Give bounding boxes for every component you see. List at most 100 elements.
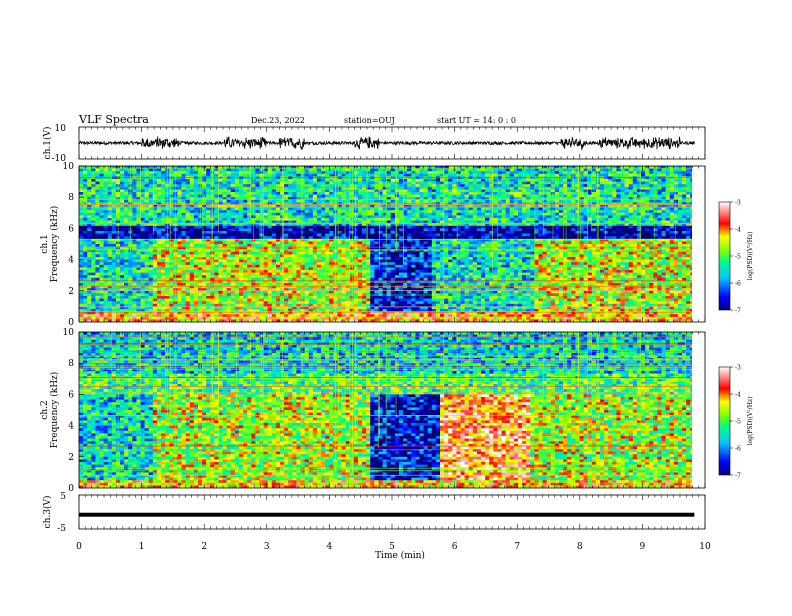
spectrogram-cell: [399, 278, 403, 281]
spectrogram-cell: [227, 278, 231, 281]
spectrogram-cell: [264, 228, 268, 231]
spectrogram-cell: [145, 234, 149, 237]
spectrogram-cell: [161, 273, 165, 276]
spectrogram-cell: [145, 286, 149, 289]
spectrogram-cell: [91, 234, 95, 237]
spectrogram-cell: [132, 213, 136, 216]
spectrogram-cell: [235, 239, 239, 242]
spectrogram-cell: [112, 254, 116, 257]
spectrogram-cell: [95, 283, 99, 286]
spectrogram-cell: [91, 200, 95, 203]
spectrogram-cell: [194, 283, 198, 286]
spectrogram-cell: [309, 286, 313, 289]
spectrogram-cell: [280, 291, 284, 294]
spectrogram-cell: [231, 197, 235, 200]
spectrogram-cell: [317, 218, 321, 221]
spectrogram-cell: [239, 283, 243, 286]
spectrogram-cell: [255, 296, 259, 299]
spectrogram-cell: [235, 244, 239, 247]
spectrogram-cell: [329, 278, 333, 281]
spectrogram-cell: [214, 270, 218, 273]
spectrogram-cell: [214, 254, 218, 257]
spectrogram-cell: [268, 252, 272, 255]
spectrogram-cell: [79, 270, 83, 273]
spectrogram-cell: [399, 169, 403, 172]
spectrogram-cell: [112, 244, 116, 247]
spectrogram-cell: [325, 275, 329, 278]
spectrogram-cell: [218, 208, 222, 211]
spectrogram-cell: [395, 270, 399, 273]
spectrogram-cell: [104, 257, 108, 260]
spectrogram-cell: [235, 189, 239, 192]
spectrogram-cell: [227, 213, 231, 216]
spectrogram-cell: [194, 200, 198, 203]
spectrogram-cell: [87, 215, 91, 218]
spectrogram-cell: [272, 299, 276, 302]
spectrogram-cell: [149, 299, 153, 302]
spectrogram-cell: [231, 241, 235, 244]
spectrogram-cell: [333, 205, 337, 208]
spectrogram-cell: [218, 265, 222, 268]
spectrogram-cell: [198, 241, 202, 244]
spectrogram-cell: [243, 182, 247, 185]
spectrogram-cell: [108, 254, 112, 257]
spectrogram-cell: [186, 286, 190, 289]
spectrogram-cell: [186, 265, 190, 268]
spectrogram-cell: [210, 267, 214, 270]
spectrogram-cell: [313, 184, 317, 187]
spectrogram-cell: [276, 169, 280, 172]
spectrogram-cell: [198, 234, 202, 237]
spectrogram-cell: [223, 254, 227, 257]
spectrogram-cell: [198, 304, 202, 307]
spectrogram-cell: [231, 299, 235, 302]
spectrogram-cell: [325, 200, 329, 203]
spectrogram-cell: [161, 244, 165, 247]
spectrogram-cell: [362, 200, 366, 203]
spectrogram-cell: [177, 241, 181, 244]
spectrogram-cell: [83, 236, 87, 239]
spectrogram-cell: [362, 210, 366, 213]
spectrogram-cell: [141, 215, 145, 218]
spectrogram-cell: [231, 278, 235, 281]
spectrogram-cell: [391, 182, 395, 185]
spectrogram-cell: [198, 226, 202, 229]
spectrogram-cell: [214, 291, 218, 294]
spectrogram-cell: [255, 184, 259, 187]
spectrogram-cell: [288, 231, 292, 234]
spectrogram-cell: [145, 257, 149, 260]
spectrogram-cell: [79, 262, 83, 265]
spectrogram-cell: [218, 275, 222, 278]
spectrogram-cell: [292, 208, 296, 211]
spectrogram-cell: [354, 239, 358, 242]
spectrogram-cell: [391, 304, 395, 307]
spectrogram-cell: [91, 252, 95, 255]
spectrogram-cell: [153, 314, 157, 317]
spectrogram-cell: [354, 296, 358, 299]
spectrogram-cell: [186, 215, 190, 218]
spectrogram-cell: [387, 215, 391, 218]
spectrogram-cell: [214, 304, 218, 307]
spectrogram-cell: [317, 267, 321, 270]
spectrogram-cell: [79, 171, 83, 174]
spectrogram-cell: [395, 252, 399, 255]
spectrogram-cell: [358, 182, 362, 185]
spectrogram-cell: [218, 273, 222, 276]
spectrogram-cell: [124, 270, 128, 273]
spectrogram-cell: [268, 236, 272, 239]
spectrogram-cell: [280, 286, 284, 289]
spectrogram-cell: [362, 231, 366, 234]
spectrogram-cell: [255, 215, 259, 218]
spectrogram-cell: [309, 304, 313, 307]
spectrogram-cell: [362, 182, 366, 185]
spectrogram-cell: [321, 273, 325, 276]
spectrogram-cell: [243, 179, 247, 182]
spectrogram-cell: [391, 205, 395, 208]
spectrogram-cell: [202, 257, 206, 260]
spectrogram-cell: [329, 283, 333, 286]
spectrogram-cell: [276, 270, 280, 273]
spectrogram-cell: [190, 239, 194, 242]
spectrogram-cell: [399, 239, 403, 242]
spectrogram-cell: [141, 192, 145, 195]
spectrogram-cell: [292, 267, 296, 270]
spectrogram-cell: [218, 189, 222, 192]
